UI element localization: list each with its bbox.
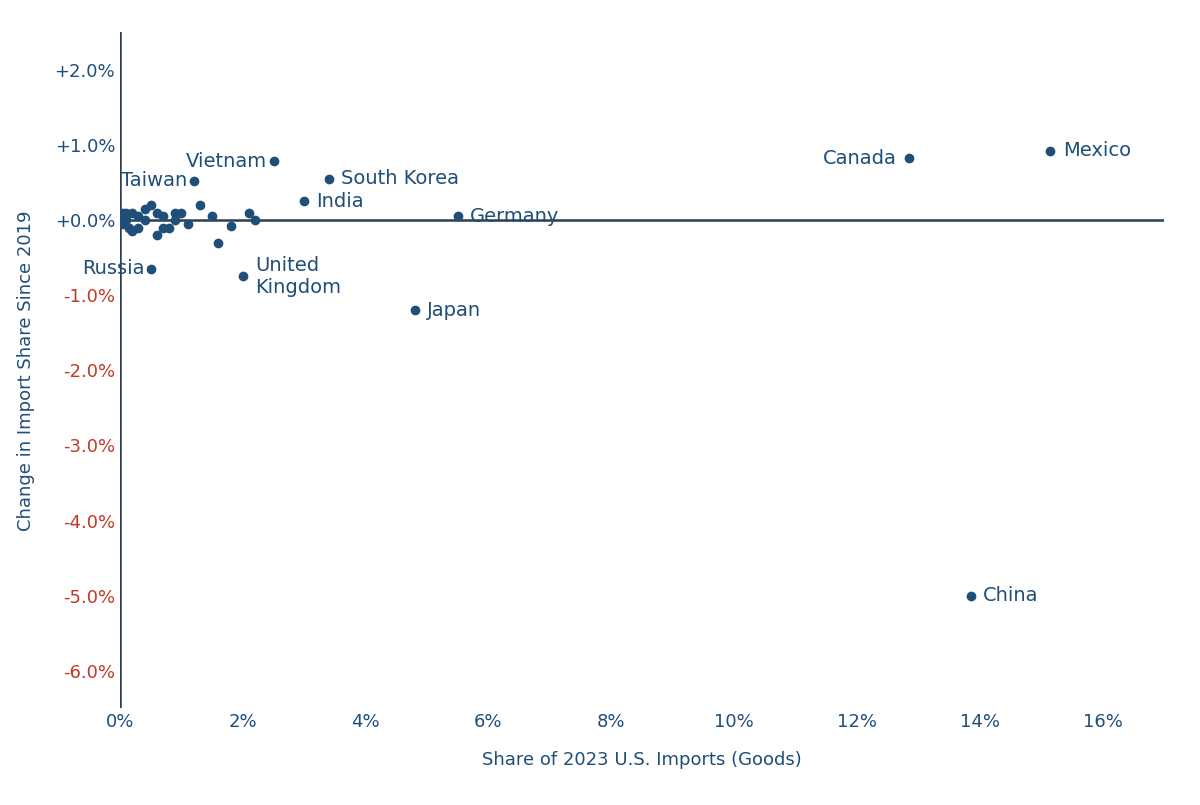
- Point: [116, 206, 136, 219]
- X-axis label: Share of 2023 U.S. Imports (Goods): Share of 2023 U.S. Imports (Goods): [482, 751, 802, 769]
- Text: South Korea: South Korea: [341, 169, 460, 188]
- Text: Japan: Japan: [427, 301, 481, 320]
- Point: [148, 229, 167, 242]
- Point: [172, 206, 191, 219]
- Text: China: China: [983, 586, 1038, 605]
- Point: [448, 210, 467, 223]
- Point: [209, 236, 228, 249]
- Point: [128, 221, 148, 234]
- Point: [142, 199, 161, 212]
- Point: [142, 262, 161, 275]
- Point: [295, 195, 314, 208]
- Text: Vietnam: Vietnam: [186, 152, 268, 171]
- Point: [122, 206, 142, 219]
- Point: [319, 172, 338, 185]
- Point: [114, 213, 133, 226]
- Point: [134, 202, 154, 215]
- Point: [178, 217, 197, 230]
- Point: [154, 210, 173, 223]
- Text: Taiwan: Taiwan: [121, 171, 187, 191]
- Point: [191, 199, 210, 212]
- Point: [184, 175, 203, 188]
- Point: [239, 206, 258, 219]
- Text: India: India: [317, 192, 364, 211]
- Point: [114, 206, 133, 219]
- Point: [160, 221, 179, 234]
- Point: [148, 206, 167, 219]
- Point: [264, 155, 283, 168]
- Point: [134, 213, 154, 226]
- Point: [166, 206, 185, 219]
- Text: Canada: Canada: [823, 149, 896, 168]
- Point: [406, 303, 425, 316]
- Text: Mexico: Mexico: [1063, 142, 1130, 160]
- Text: Russia: Russia: [82, 259, 144, 279]
- Text: United
Kingdom: United Kingdom: [256, 256, 341, 297]
- Point: [221, 220, 240, 233]
- Point: [203, 210, 222, 223]
- Point: [246, 213, 265, 226]
- Point: [122, 225, 142, 237]
- Point: [166, 213, 185, 226]
- Point: [900, 152, 919, 165]
- Point: [233, 270, 252, 283]
- Point: [1040, 144, 1060, 157]
- Point: [116, 213, 136, 226]
- Y-axis label: Change in Import Share Since 2019: Change in Import Share Since 2019: [17, 210, 35, 530]
- Point: [114, 217, 133, 230]
- Point: [128, 210, 148, 223]
- Point: [120, 221, 139, 234]
- Text: Germany: Germany: [470, 207, 559, 225]
- Point: [961, 589, 980, 602]
- Point: [154, 221, 173, 234]
